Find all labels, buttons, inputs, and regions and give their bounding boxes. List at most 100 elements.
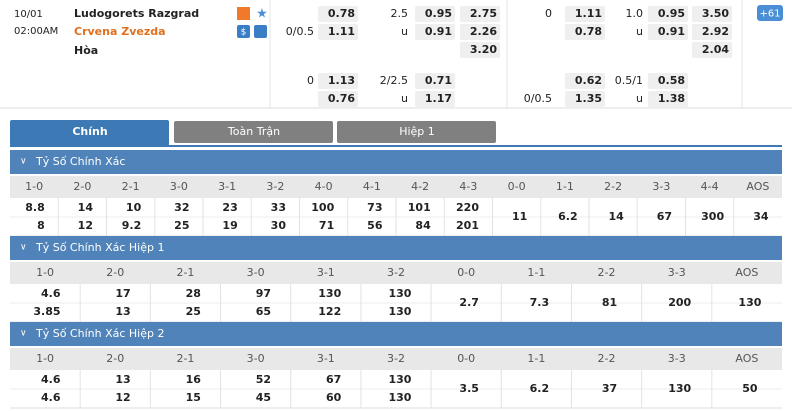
odds-value[interactable]: 1.11: [575, 7, 602, 20]
odds-value[interactable]: 1.17: [425, 92, 452, 105]
odds-box[interactable]: [318, 91, 358, 107]
odds-box[interactable]: [565, 6, 605, 22]
odds-value[interactable]: 2.92: [702, 25, 729, 38]
odds-value[interactable]: 3.50: [702, 7, 729, 20]
odds-box[interactable]: [318, 6, 358, 22]
score-odds[interactable]: 23: [222, 201, 237, 214]
odds-value[interactable]: 3.20: [470, 43, 497, 56]
score-odds[interactable]: 25: [174, 219, 189, 232]
odds-box[interactable]: [648, 73, 688, 89]
tab-label[interactable]: Hiệp 1: [399, 125, 435, 138]
score-odds[interactable]: 101: [408, 201, 431, 214]
tab-label[interactable]: Chính: [72, 125, 107, 138]
score-odds[interactable]: 32: [174, 201, 189, 214]
score-odds[interactable]: 52: [256, 373, 271, 386]
score-odds[interactable]: 50: [742, 382, 758, 395]
odds-box[interactable]: [415, 73, 455, 89]
section-header[interactable]: [10, 150, 782, 174]
odds-value[interactable]: 1.11: [328, 25, 355, 38]
odds-box[interactable]: [692, 42, 732, 58]
tab-label[interactable]: Toàn Trận: [227, 125, 280, 138]
more-button[interactable]: [757, 5, 783, 21]
score-odds[interactable]: 56: [367, 219, 383, 232]
odds-box[interactable]: [318, 73, 358, 89]
score-odds[interactable]: 45: [256, 391, 271, 404]
score-odds[interactable]: 33: [271, 201, 286, 214]
odds-value[interactable]: 0.78: [575, 25, 602, 38]
score-odds[interactable]: 67: [326, 373, 341, 386]
score-odds[interactable]: 9.2: [122, 219, 142, 232]
odds-value[interactable]: 1.13: [328, 74, 355, 87]
odds-value[interactable]: 0.58: [658, 74, 685, 87]
odds-value[interactable]: 0.62: [575, 74, 602, 87]
odds-box[interactable]: [415, 24, 455, 40]
tab[interactable]: [174, 121, 333, 143]
score-odds[interactable]: 220: [456, 201, 479, 214]
score-odds[interactable]: 201: [456, 219, 479, 232]
odds-value[interactable]: 0.95: [658, 7, 685, 20]
odds-value[interactable]: 0.95: [425, 7, 452, 20]
score-odds[interactable]: 7.3: [530, 296, 550, 309]
score-odds[interactable]: 8: [37, 219, 45, 232]
odds-value[interactable]: 0.78: [328, 7, 355, 20]
odds-box[interactable]: [415, 91, 455, 107]
score-odds[interactable]: 4.6: [41, 287, 61, 300]
score-odds[interactable]: 122: [318, 305, 341, 318]
odds-box[interactable]: [460, 24, 500, 40]
score-odds[interactable]: 6.2: [530, 382, 550, 395]
icon[interactable]: [237, 7, 250, 20]
score-odds[interactable]: 130: [388, 391, 411, 404]
score-odds[interactable]: 300: [701, 210, 724, 223]
icon[interactable]: [237, 25, 250, 38]
score-odds[interactable]: 130: [388, 305, 411, 318]
score-odds[interactable]: 13: [115, 305, 130, 318]
tab[interactable]: [10, 120, 169, 146]
odds-value[interactable]: 1.38: [658, 92, 685, 105]
score-odds[interactable]: 65: [256, 305, 271, 318]
score-odds[interactable]: 67: [657, 210, 672, 223]
score-odds[interactable]: 97: [256, 287, 271, 300]
odds-box[interactable]: [565, 24, 605, 40]
score-odds[interactable]: 12: [115, 391, 130, 404]
odds-box[interactable]: [318, 24, 358, 40]
score-odds[interactable]: 73: [367, 201, 382, 214]
score-odds[interactable]: 3.85: [33, 305, 60, 318]
odds-value[interactable]: 0.91: [658, 25, 685, 38]
score-odds[interactable]: 11: [512, 210, 527, 223]
score-odds[interactable]: 3.5: [459, 382, 479, 395]
section-title[interactable]: Tỷ Số Chính Xác Hiệp 1: [35, 241, 164, 254]
odds-box[interactable]: [415, 6, 455, 22]
score-odds[interactable]: 60: [326, 391, 342, 404]
odds-box[interactable]: [460, 6, 500, 22]
section-header[interactable]: [10, 236, 782, 260]
score-odds[interactable]: 12: [78, 219, 93, 232]
score-odds[interactable]: 81: [602, 296, 617, 309]
score-odds[interactable]: 8.8: [25, 201, 45, 214]
odds-box[interactable]: [460, 42, 500, 58]
icon[interactable]: [254, 25, 267, 38]
section-title[interactable]: Tỷ Số Chính Xác: [35, 155, 125, 168]
odds-value[interactable]: 1.35: [575, 92, 602, 105]
score-odds[interactable]: 4.6: [41, 391, 61, 404]
score-odds[interactable]: 13: [115, 373, 130, 386]
score-odds[interactable]: 130: [668, 382, 691, 395]
odds-value[interactable]: 2.04: [702, 43, 729, 56]
score-odds[interactable]: 130: [388, 373, 411, 386]
odds-value[interactable]: 2.75: [470, 7, 497, 20]
odds-value[interactable]: 0.76: [328, 92, 355, 105]
score-odds[interactable]: 37: [602, 382, 617, 395]
score-odds[interactable]: 130: [318, 287, 341, 300]
score-odds[interactable]: 2.7: [459, 296, 479, 309]
score-odds[interactable]: 71: [319, 219, 334, 232]
score-odds[interactable]: 10: [126, 201, 142, 214]
score-odds[interactable]: 28: [186, 287, 201, 300]
score-odds[interactable]: 17: [115, 287, 130, 300]
score-odds[interactable]: 30: [271, 219, 287, 232]
icon[interactable]: $: [241, 28, 247, 38]
score-odds[interactable]: 6.2: [558, 210, 578, 223]
section-title[interactable]: Tỷ Số Chính Xác Hiệp 2: [35, 327, 164, 340]
odds-box[interactable]: [565, 91, 605, 107]
odds-value[interactable]: 0.91: [425, 25, 452, 38]
score-odds[interactable]: 14: [78, 201, 94, 214]
score-odds[interactable]: 200: [668, 296, 691, 309]
